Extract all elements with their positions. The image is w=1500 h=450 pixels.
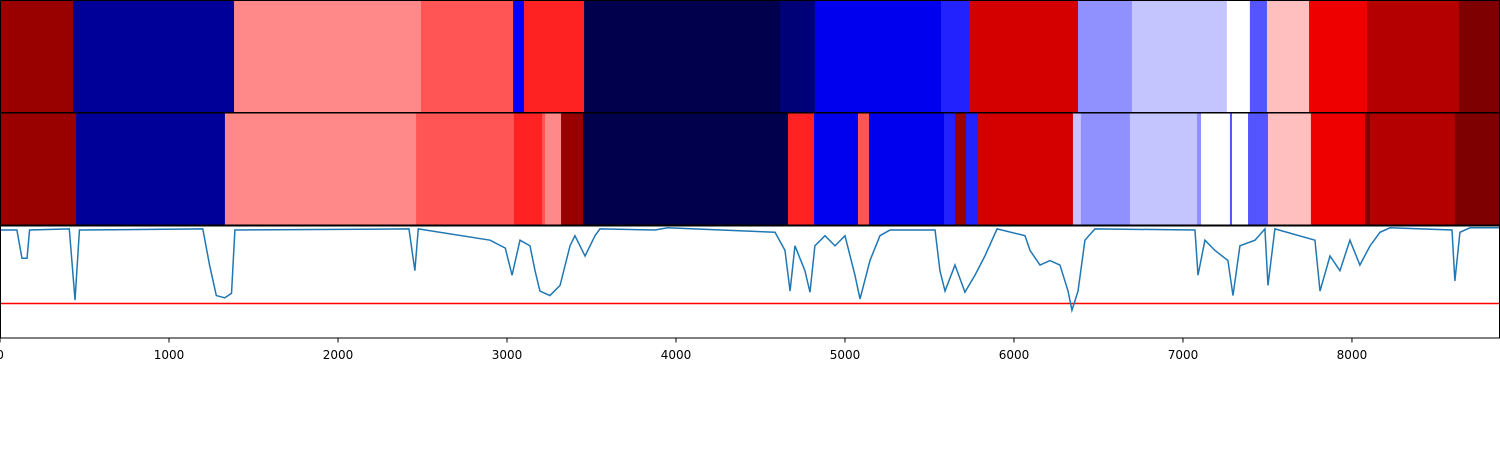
segment xyxy=(1249,0,1268,113)
x-tick-label: 0 xyxy=(0,348,4,362)
x-tick-label: 2000 xyxy=(323,348,354,362)
segment xyxy=(583,112,789,225)
segment xyxy=(1266,0,1310,113)
segment xyxy=(561,112,584,225)
segment xyxy=(779,0,816,113)
segment xyxy=(1229,112,1233,225)
x-tick-label: 1000 xyxy=(154,348,185,362)
segment xyxy=(814,112,859,225)
segment xyxy=(1201,112,1231,225)
segment xyxy=(584,0,781,113)
segment xyxy=(513,112,543,225)
segment xyxy=(1129,112,1198,225)
segment xyxy=(73,0,235,113)
x-tick-label: 7000 xyxy=(1168,348,1199,362)
x-tick-label: 8000 xyxy=(1337,348,1368,362)
segment xyxy=(0,112,77,225)
segment xyxy=(1072,112,1082,225)
segment xyxy=(76,112,226,225)
segment xyxy=(788,112,815,225)
segment xyxy=(1454,112,1500,225)
segment xyxy=(0,0,74,113)
segment xyxy=(977,112,1074,225)
x-tick-label: 6000 xyxy=(999,348,1030,362)
segment xyxy=(1310,112,1366,225)
segment xyxy=(940,0,970,113)
segment xyxy=(524,0,585,113)
segment xyxy=(541,112,546,225)
segment xyxy=(1226,0,1251,113)
segment xyxy=(1080,112,1131,225)
segment xyxy=(420,0,514,113)
segment xyxy=(1367,0,1460,113)
segment xyxy=(857,112,870,225)
data-line xyxy=(0,227,1500,314)
segment xyxy=(969,0,1079,113)
segment xyxy=(1131,0,1228,113)
segment xyxy=(1196,112,1202,225)
segment xyxy=(224,112,417,225)
segment xyxy=(1231,112,1249,225)
segment xyxy=(1309,0,1368,113)
x-tick-label: 4000 xyxy=(661,348,692,362)
segment xyxy=(234,0,422,113)
segment xyxy=(1248,112,1269,225)
segment xyxy=(545,112,562,225)
segment xyxy=(1267,112,1312,225)
segment xyxy=(1370,112,1456,225)
panel-background xyxy=(0,225,1500,339)
segment xyxy=(954,112,967,225)
segment xyxy=(513,0,525,113)
segment xyxy=(1458,0,1500,113)
segment xyxy=(868,112,945,225)
segment xyxy=(814,0,942,113)
segment xyxy=(416,112,515,225)
segment xyxy=(1364,112,1371,225)
x-tick-label: 3000 xyxy=(492,348,523,362)
segment xyxy=(965,112,979,225)
segment xyxy=(944,112,956,225)
x-tick-label: 5000 xyxy=(830,348,861,362)
segment xyxy=(1078,0,1133,113)
